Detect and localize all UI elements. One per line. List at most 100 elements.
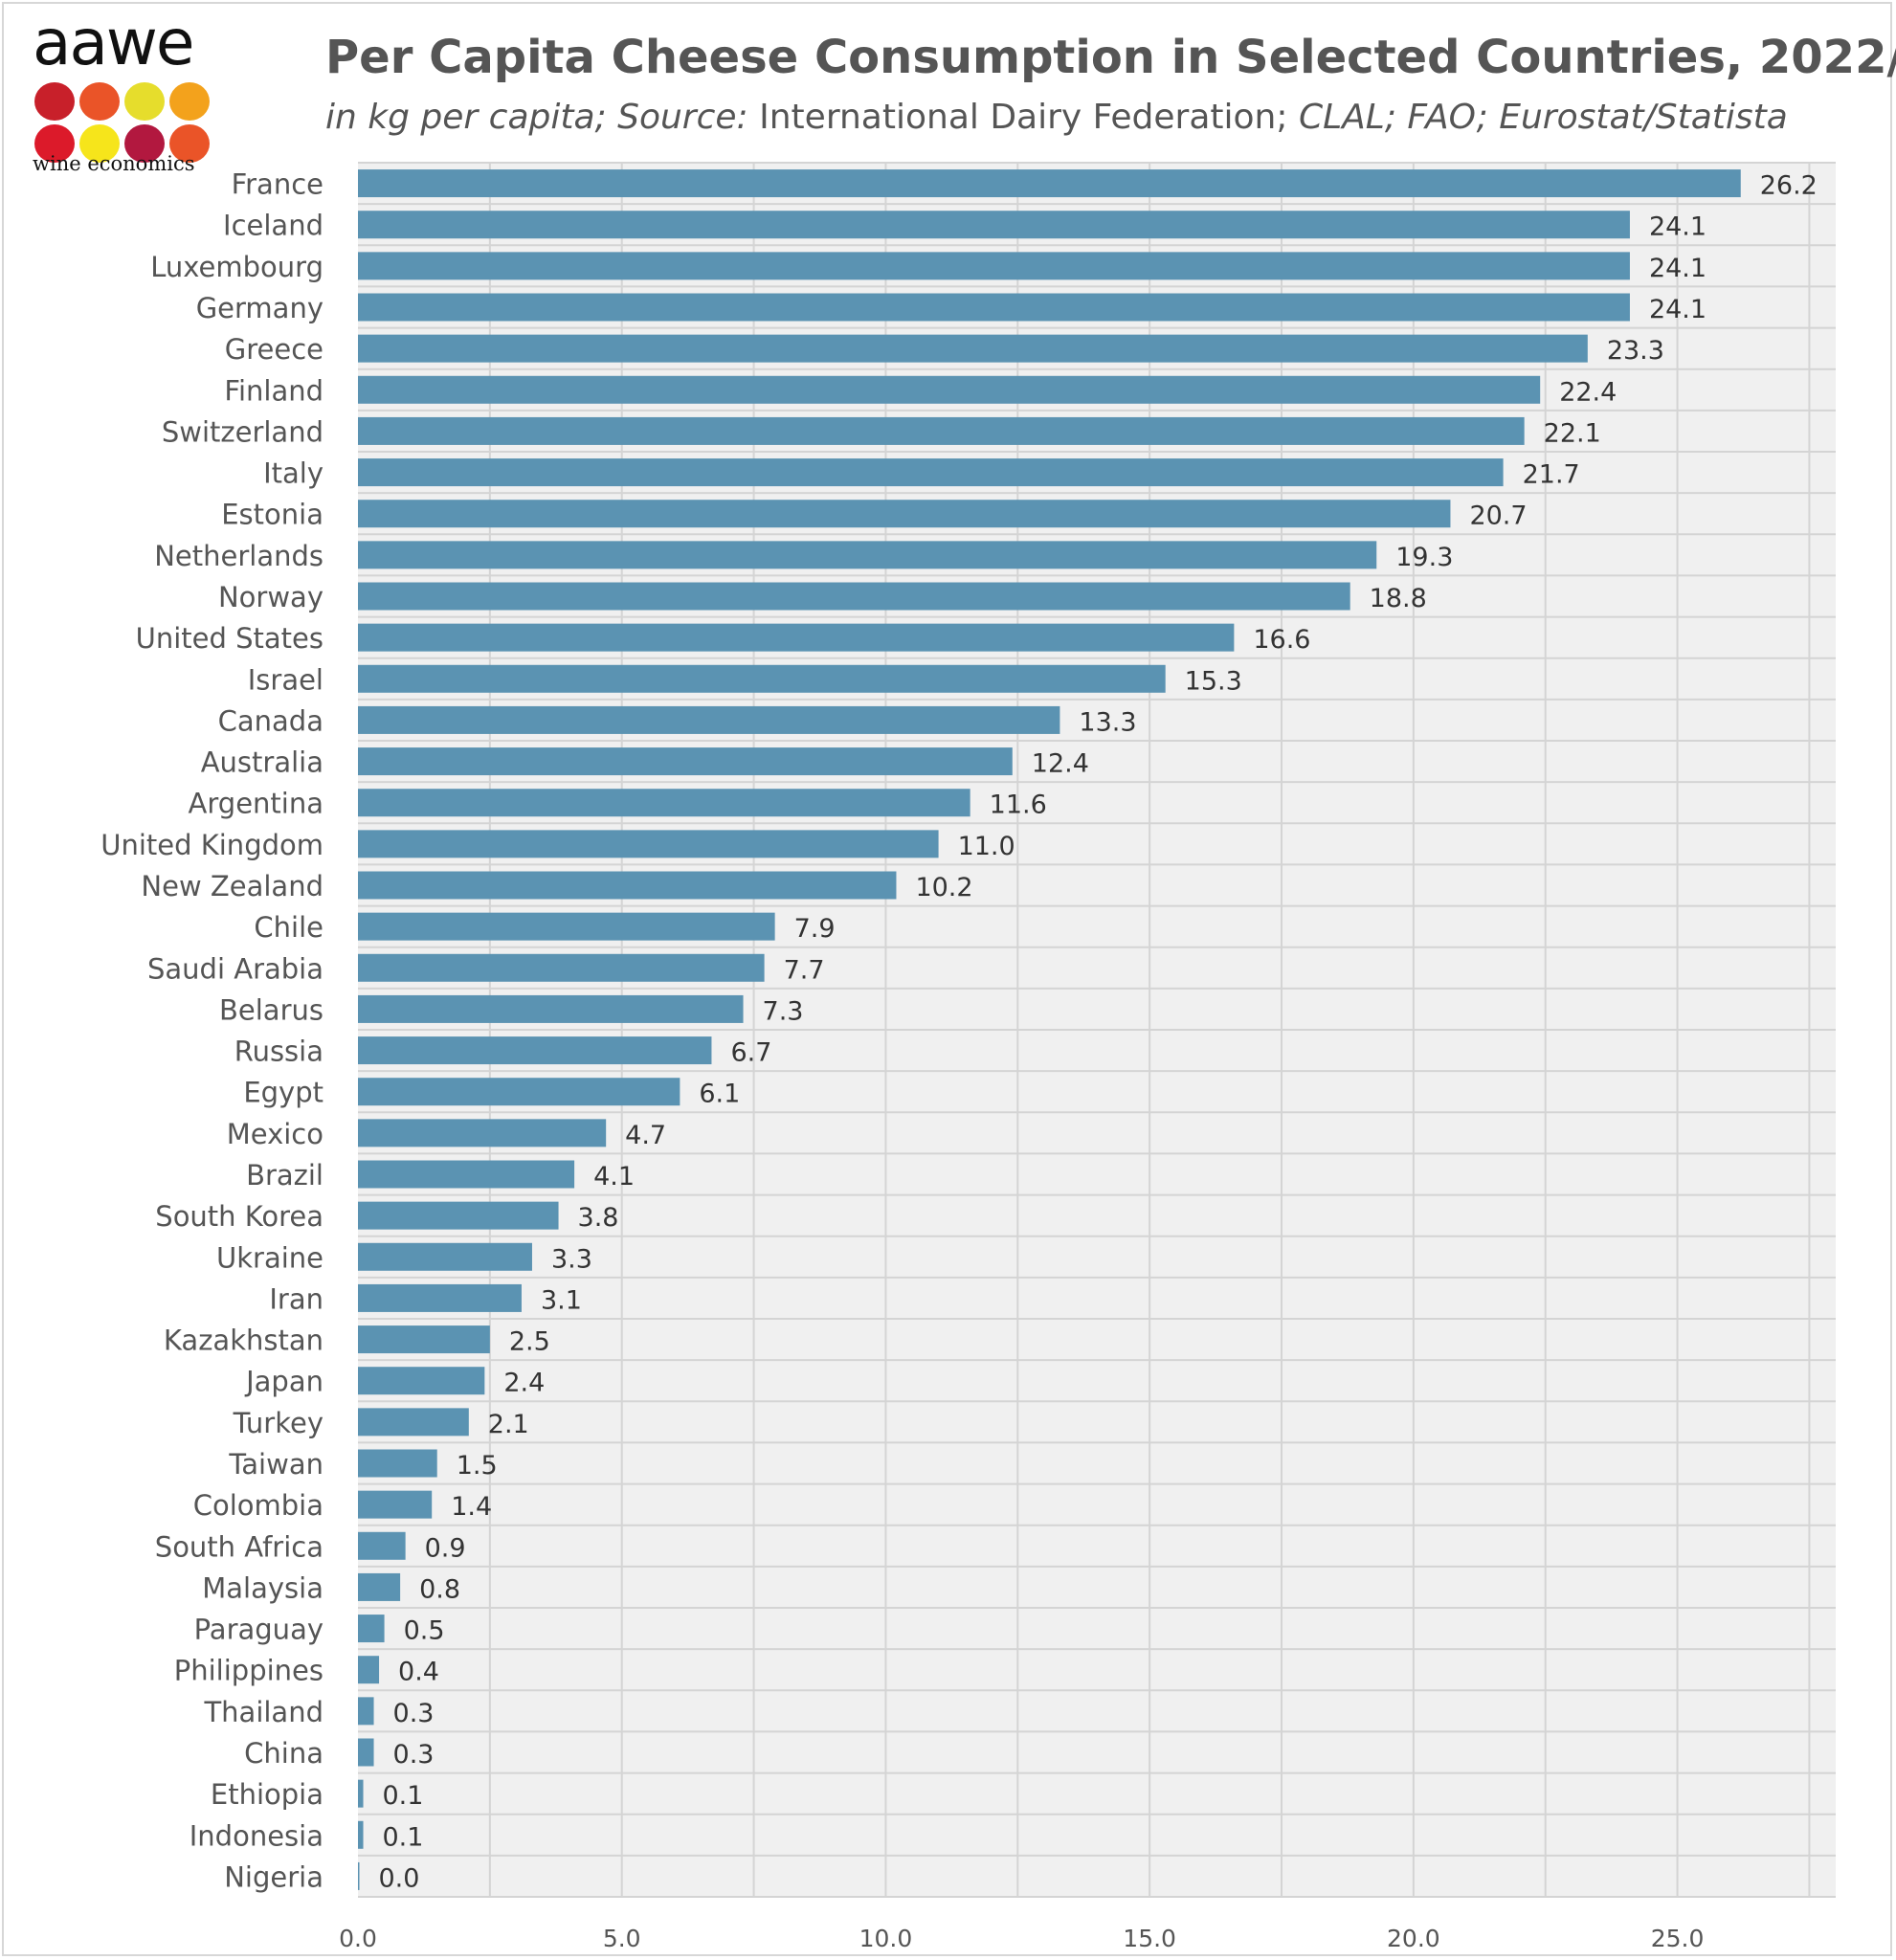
value-label: 0.3	[393, 1699, 435, 1728]
value-label: 13.3	[1079, 707, 1136, 737]
category-label: Indonesia	[190, 1819, 323, 1852]
category-label: Taiwan	[228, 1448, 323, 1481]
bar	[358, 1615, 385, 1643]
value-label: 26.2	[1760, 171, 1818, 201]
logo-dots	[34, 82, 216, 163]
value-label: 7.9	[794, 914, 836, 944]
bar	[358, 871, 897, 900]
bar	[358, 582, 1350, 611]
bar	[358, 623, 1235, 652]
bar	[358, 705, 1060, 734]
value-label: 2.1	[488, 1410, 529, 1439]
value-label: 2.4	[503, 1369, 545, 1398]
x-tick-label: 20.0	[1387, 1925, 1440, 1952]
value-label: 7.3	[763, 996, 804, 1026]
category-label: Switzerland	[162, 415, 323, 448]
category-label: Ukraine	[216, 1241, 323, 1274]
bar	[358, 1367, 485, 1395]
value-label: 22.1	[1544, 418, 1601, 448]
value-label: 4.1	[593, 1162, 635, 1192]
value-label: 10.2	[915, 873, 972, 902]
bar	[358, 1201, 559, 1230]
category-label: Norway	[218, 581, 323, 613]
value-label: 0.5	[404, 1616, 445, 1646]
bar	[358, 789, 970, 817]
category-label: Philippines	[174, 1655, 323, 1687]
category-label: France	[232, 168, 323, 201]
value-label: 0.0	[379, 1863, 420, 1893]
value-label: 1.4	[451, 1492, 492, 1522]
bar	[358, 1820, 364, 1849]
value-label: 0.4	[398, 1658, 439, 1687]
category-label: United States	[136, 622, 323, 655]
value-label: 2.5	[509, 1327, 550, 1357]
category-label: Iran	[269, 1282, 323, 1315]
bar	[358, 747, 1013, 776]
logo-tagline: wine economics	[33, 152, 195, 175]
value-label: 11.0	[958, 832, 1015, 861]
bar	[358, 1738, 374, 1767]
aawe-logo: aawe wine economics	[27, 11, 218, 179]
category-label: Turkey	[233, 1407, 323, 1439]
chart-title: Per Capita Cheese Consumption in Selecte…	[325, 31, 1896, 84]
bar	[358, 1408, 469, 1437]
x-tick-label: 5.0	[603, 1925, 641, 1952]
bar	[358, 1325, 490, 1354]
category-label: Egypt	[243, 1077, 323, 1109]
bar	[358, 1656, 380, 1684]
value-label: 24.1	[1649, 295, 1706, 324]
logo-dot	[169, 124, 210, 163]
category-label: Iceland	[223, 210, 323, 242]
category-label: Netherlands	[154, 540, 323, 572]
bar	[358, 1449, 437, 1478]
category-label: Argentina	[189, 788, 323, 820]
value-label: 6.7	[730, 1038, 771, 1068]
value-label: 0.1	[383, 1781, 424, 1811]
value-label: 24.1	[1649, 254, 1706, 283]
bar	[358, 1078, 680, 1106]
bar	[358, 1160, 575, 1189]
category-label: United Kingdom	[100, 829, 323, 861]
category-label: Thailand	[203, 1696, 323, 1728]
bar	[358, 169, 1741, 198]
category-label: Kazakhstan	[164, 1325, 323, 1357]
subtitle-part-3: CLAL; FAO; Eurostat/Statista	[1298, 98, 1788, 137]
category-label: Germany	[196, 292, 323, 324]
logo-dot	[124, 82, 165, 121]
x-tick-label: 10.0	[859, 1925, 913, 1952]
category-label: Estonia	[221, 499, 323, 531]
category-label: Canada	[218, 704, 323, 737]
bar	[358, 1119, 607, 1147]
category-label: Israel	[248, 663, 323, 696]
value-label: 6.1	[699, 1080, 740, 1109]
category-label: Luxembourg	[150, 251, 323, 283]
category-label: Paraguay	[194, 1614, 323, 1646]
value-label: 19.3	[1395, 543, 1453, 572]
bar	[358, 1490, 433, 1519]
category-label: New Zealand	[141, 870, 323, 902]
value-label: 3.8	[578, 1203, 619, 1233]
x-tick-label: 15.0	[1123, 1925, 1176, 1952]
value-label: 12.4	[1032, 749, 1089, 779]
bar	[358, 830, 939, 858]
value-label: 22.4	[1559, 377, 1617, 407]
category-label: Mexico	[227, 1118, 323, 1150]
value-label: 0.1	[383, 1822, 424, 1852]
category-label: Colombia	[193, 1489, 323, 1522]
value-label: 23.3	[1607, 336, 1664, 366]
subtitle-part-2: International Dairy Federation;	[759, 98, 1299, 137]
logo-dot	[124, 124, 165, 163]
category-label: Greece	[225, 333, 323, 366]
value-label: 3.1	[541, 1285, 582, 1315]
value-label: 0.3	[393, 1740, 435, 1770]
category-label: Japan	[244, 1366, 323, 1398]
logo-dot	[79, 124, 120, 163]
value-label: 20.7	[1469, 501, 1527, 531]
logo-dot	[34, 82, 75, 121]
logo-dot	[79, 82, 120, 121]
category-label: Australia	[201, 746, 323, 779]
x-tick-label: 0.0	[339, 1925, 377, 1952]
logo-wordmark: aawe	[33, 6, 194, 79]
logo-dot	[169, 82, 210, 121]
